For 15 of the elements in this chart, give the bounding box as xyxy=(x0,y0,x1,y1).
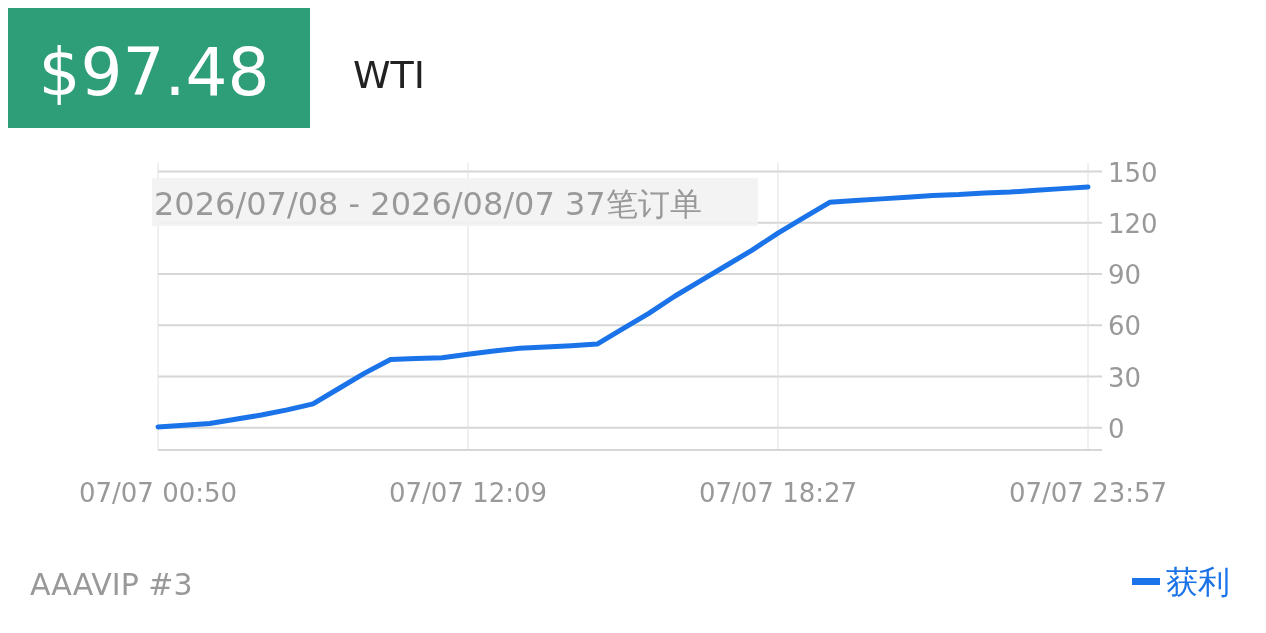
x-tick-label: 07/07 18:27 xyxy=(698,478,858,508)
x-tick-label: 07/07 00:50 xyxy=(78,478,238,508)
x-tick-label: 07/07 23:57 xyxy=(1008,478,1168,508)
chart-subtitle: WTI xyxy=(353,53,425,97)
chart-title: $97.48 xyxy=(38,34,270,111)
y-tick-label: 0 xyxy=(1108,413,1125,444)
y-tick-label: 120 xyxy=(1108,208,1158,239)
y-tick-label: 60 xyxy=(1108,311,1142,342)
legend-label: 获利 xyxy=(1166,563,1230,601)
annotation: 2026/07/08 - 2026/08/07 37笔订单 xyxy=(154,185,702,223)
x-tick-label: 07/07 12:09 xyxy=(388,478,548,508)
y-tick-label: 150 xyxy=(1108,157,1158,188)
y-tick-label: 30 xyxy=(1108,362,1142,393)
y-tick-label: 90 xyxy=(1108,260,1142,291)
text: AAAVIP #3 xyxy=(30,567,193,602)
